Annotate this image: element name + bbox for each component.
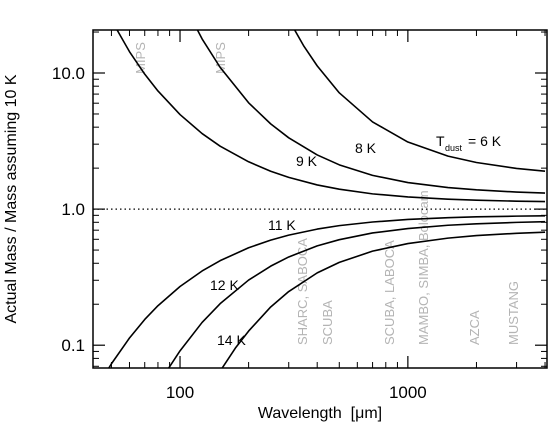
x-tick-label: 1000 (389, 383, 427, 402)
curve-label: 9 K (296, 153, 318, 169)
curve (167, 220, 546, 368)
y-tick-label: 1.0 (61, 200, 85, 219)
x-axis-label: Wavelength [μm] (258, 405, 382, 422)
instrument-label: SCUBA (320, 300, 335, 345)
y-tick-label: 10.0 (52, 64, 85, 83)
curve (107, 214, 546, 368)
plot-area (107, 30, 546, 368)
instrument-label: SHARC, SABOCA (295, 238, 310, 345)
plot-frame (92, 29, 548, 369)
curve-label: 11 K (268, 217, 296, 233)
instrument-label: MIPS (213, 42, 228, 74)
curve-label-symbol: T (436, 133, 445, 149)
instrument-label: AZCA (467, 310, 482, 345)
curve-label-subscript: dust (445, 143, 463, 153)
instrument-label: SCUBA, LABOCA (382, 240, 397, 345)
curve-label: 12 K (210, 277, 239, 293)
x-tick-label: 100 (166, 383, 194, 402)
curve (293, 30, 546, 172)
curve-label: 14 K (217, 332, 246, 348)
curve-label: 8 K (355, 140, 377, 156)
y-tick-label: 0.1 (61, 336, 85, 355)
curve (221, 231, 546, 368)
curve (116, 30, 546, 203)
instrument-label: MUSTANG (506, 281, 521, 345)
instrument-label: MIPS (133, 42, 148, 74)
y-axis-label: Actual Mass / Mass assuming 10 K (3, 74, 20, 323)
curve-label: = 6 K (468, 133, 502, 149)
instrument-label: MAMBO, SIMBA, Bolocam (416, 190, 431, 345)
curve (196, 30, 546, 194)
